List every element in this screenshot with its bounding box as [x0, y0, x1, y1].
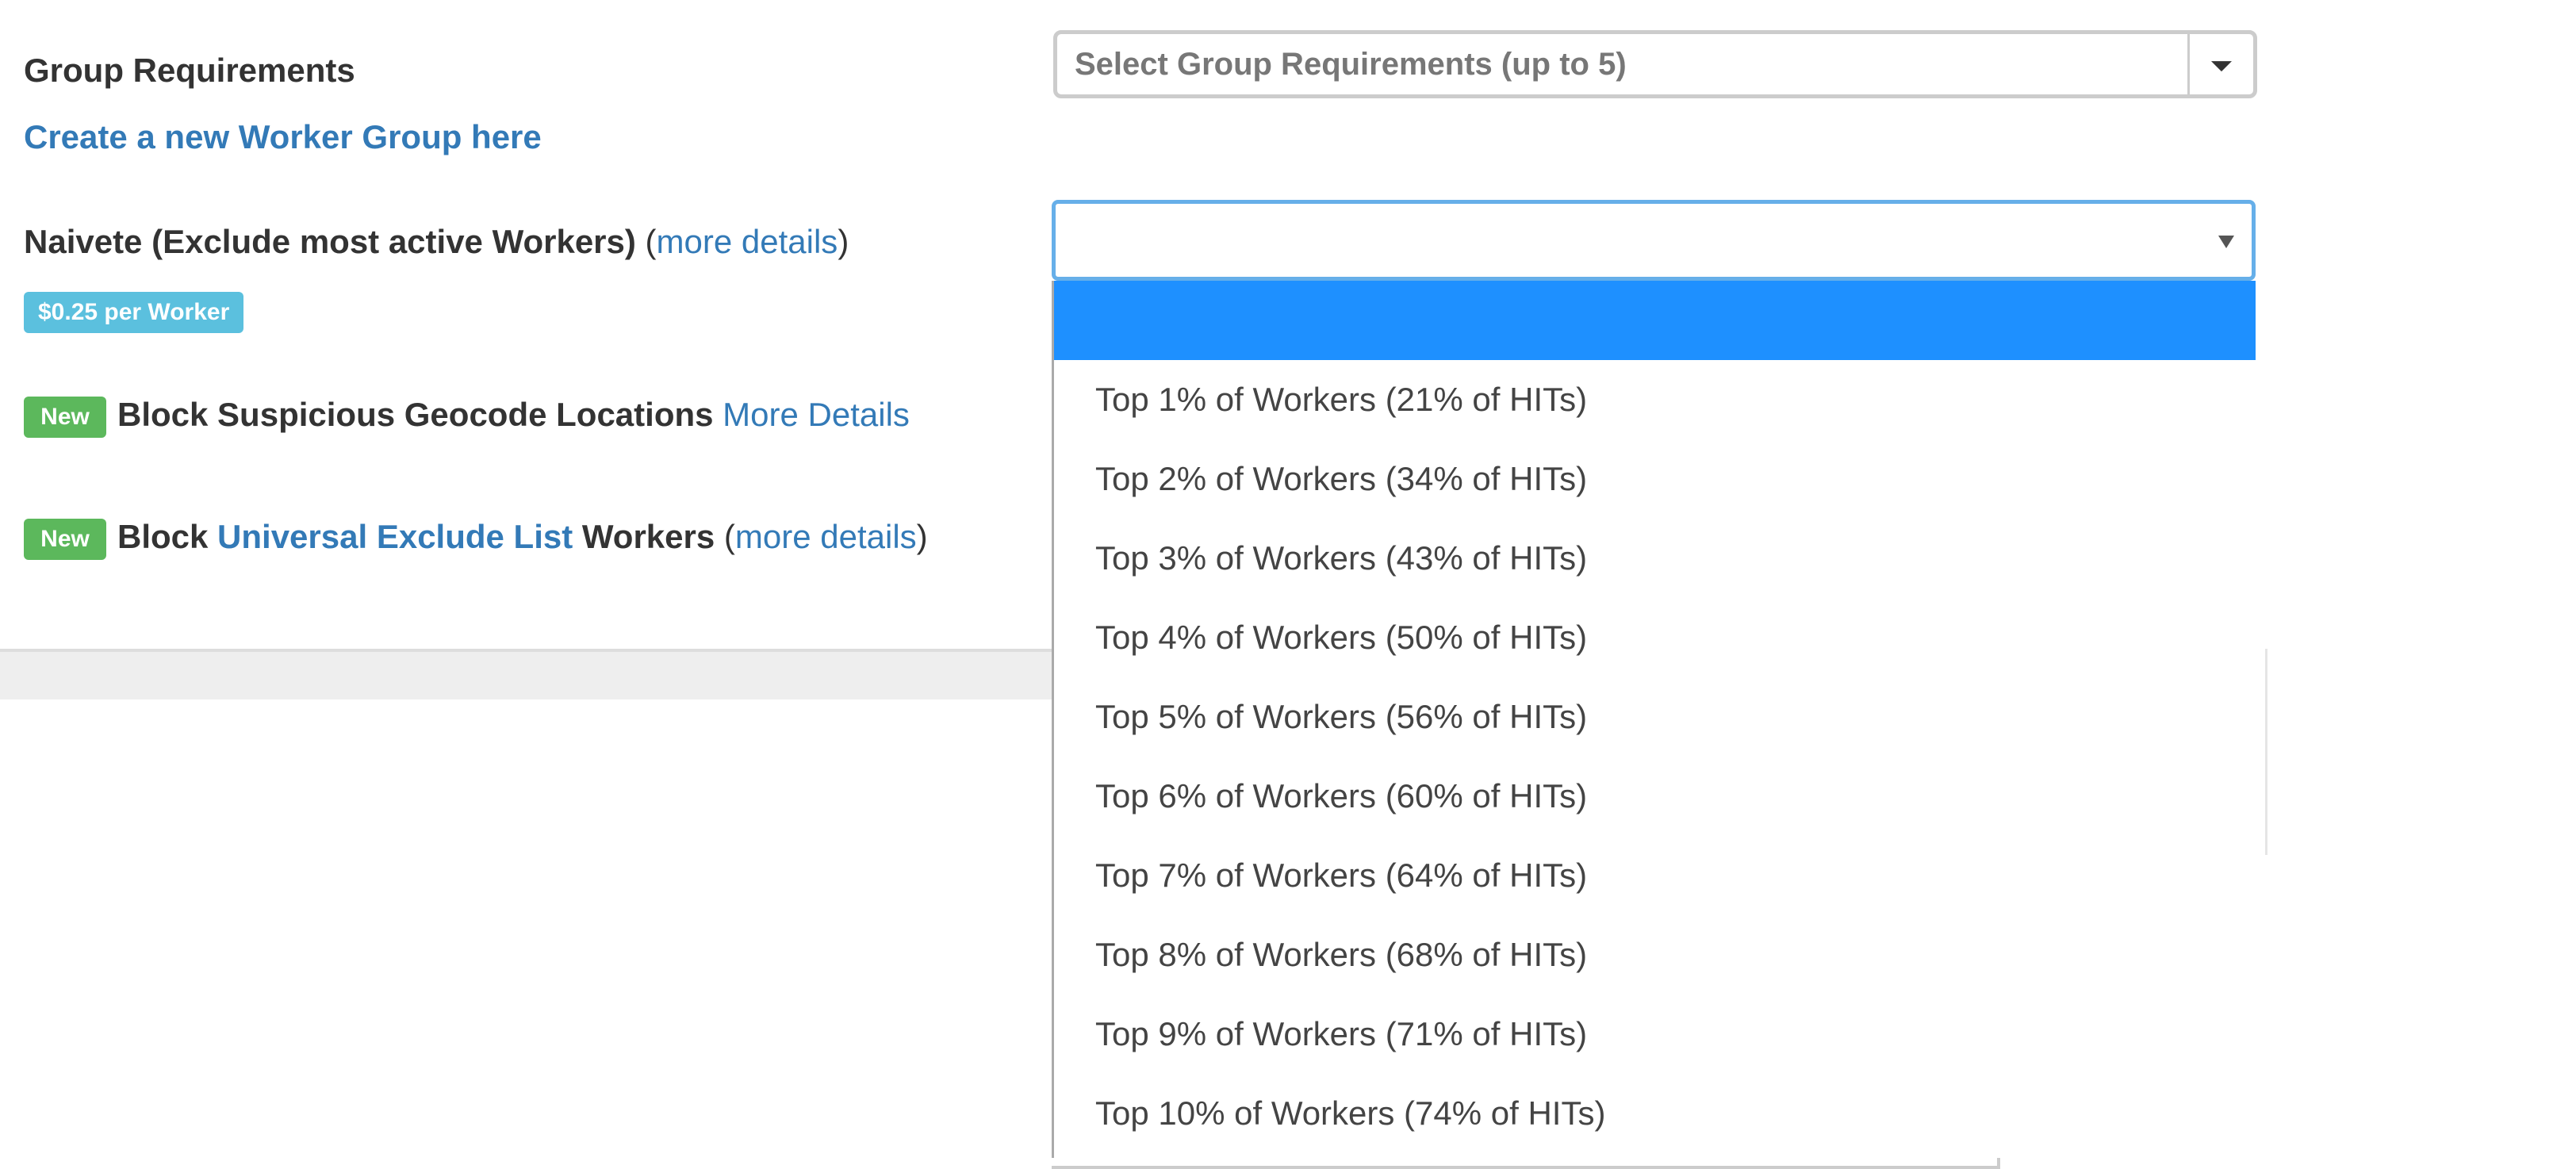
universal-label-prefix: Block: [117, 518, 209, 555]
dropdown-option[interactable]: Top 6% of Workers (60% of HITs): [1095, 777, 1588, 814]
geocode-label: Block Suspicious Geocode Locations: [117, 396, 714, 433]
naivete-row: Naivete (Exclude most active Workers) (m…: [24, 222, 849, 262]
paren-close: ): [838, 223, 849, 260]
naivete-label: Naivete (Exclude most active Workers): [24, 223, 636, 260]
dropdown-option[interactable]: Top 9% of Workers (71% of HITs): [1095, 1015, 1588, 1052]
dropdown-option[interactable]: Top 10% of Workers (74% of HITs): [1095, 1094, 1606, 1132]
group-requirements-toggle[interactable]: [2187, 34, 2253, 94]
group-requirements-placeholder: Select Group Requirements (up to 5): [1075, 47, 1627, 82]
geocode-row: New Block Suspicious Geocode Locations Mo…: [24, 395, 910, 438]
new-badge: New: [24, 396, 106, 438]
paren-open: (: [645, 223, 657, 260]
dropdown-option[interactable]: Top 3% of Workers (43% of HITs): [1095, 539, 1588, 577]
new-badge: New: [24, 518, 106, 560]
price-badge: $0.25 per Worker: [24, 292, 244, 333]
dropdown-option[interactable]: Top 7% of Workers (64% of HITs): [1095, 857, 1588, 894]
naivete-select[interactable]: [1052, 200, 2256, 281]
chevron-down-icon: [2211, 61, 2232, 72]
geocode-more-details-link[interactable]: More Details: [723, 396, 910, 433]
universal-exclude-list-link[interactable]: Universal Exclude List: [217, 518, 573, 555]
paren-close: ): [916, 518, 928, 555]
dropdown-arrow-icon: [2218, 236, 2234, 248]
create-worker-group-link[interactable]: Create a new Worker Group here: [24, 118, 542, 155]
universal-row: New Block Universal Exclude List Workers …: [24, 517, 928, 560]
naivete-dropdown-list: Top 1% of Workers (21% of HITs) Top 2% o…: [1052, 281, 2256, 1158]
dropdown-option[interactable]: Top 1% of Workers (21% of HITs): [1095, 381, 1588, 418]
naivete-more-details-link[interactable]: more details: [656, 223, 838, 260]
universal-label-suffix: Workers: [581, 518, 715, 555]
dropdown-option[interactable]: Top 5% of Workers (56% of HITs): [1095, 698, 1588, 735]
group-requirements-select[interactable]: Select Group Requirements (up to 5): [1053, 30, 2257, 98]
paren-open: (: [723, 518, 735, 555]
dropdown-option[interactable]: Top 2% of Workers (34% of HITs): [1095, 460, 1588, 497]
dropdown-option[interactable]: Top 8% of Workers (68% of HITs): [1095, 936, 1588, 973]
dropdown-option[interactable]: Top 4% of Workers (50% of HITs): [1095, 619, 1588, 656]
dropdown-option-empty[interactable]: [1054, 281, 2256, 360]
group-requirements-label: Group Requirements: [24, 52, 355, 89]
universal-more-details-link[interactable]: more details: [734, 518, 917, 555]
panel-edge: [2254, 649, 2267, 855]
